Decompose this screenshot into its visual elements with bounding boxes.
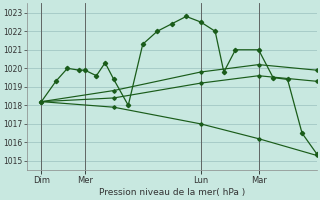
X-axis label: Pression niveau de la mer( hPa ): Pression niveau de la mer( hPa ) [99, 188, 245, 197]
